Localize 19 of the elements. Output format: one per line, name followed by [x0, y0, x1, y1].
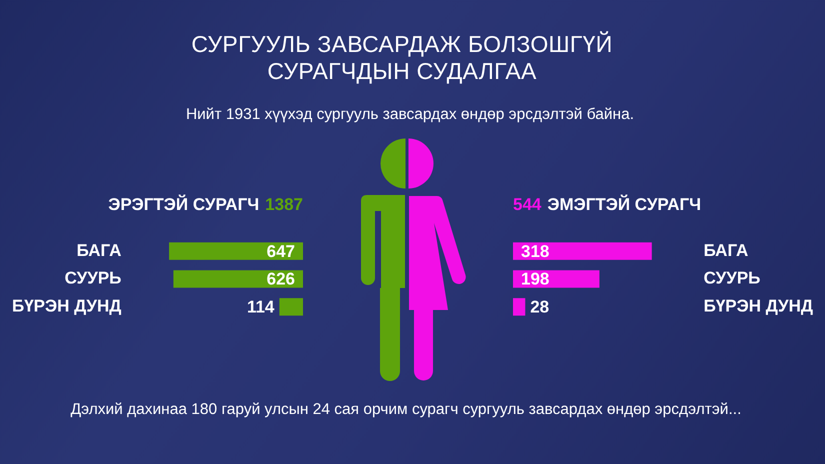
y-tick-label: БАГА: [76, 240, 122, 260]
data-label: 626: [266, 270, 295, 289]
data-label: 647: [266, 242, 295, 261]
text: 544: [513, 195, 542, 215]
data-label: 318: [521, 242, 550, 261]
y-tick-label: БҮРЭН ДУНД: [704, 296, 814, 316]
text: Дэлхий дахинаа 180 гаруй улсын 24 сая орчим сурагч сургууль завсардах өндөр эрсдэлтэй...: [70, 400, 742, 420]
data-label: 114: [246, 298, 275, 317]
y-tick-label: СУУРЬ: [64, 268, 122, 288]
text: СУРГУУЛЬ ЗАВСАРДАЖ БОЛЗОШГҮЙ СУРАГЧДЫН СУДАЛГАА: [190, 31, 614, 85]
y-tick-label: БҮРЭН ДУНД: [12, 296, 122, 316]
data-label: 28: [530, 298, 550, 317]
chart-title: ЭМЭГТЭЙ СУРАГЧ: [547, 195, 702, 215]
y-tick-label: БАГА: [704, 240, 748, 260]
y-tick-label: СУУРЬ: [704, 268, 760, 288]
data-label: 198: [521, 270, 550, 289]
text: 1387: [265, 195, 303, 215]
text: Нийт 1931 хүүхэд сургууль завсардах өндөр эрсдэлтэй байна.: [184, 105, 636, 125]
chart-title: ЭРЭГТЭЙ СУРАГЧ: [108, 195, 260, 215]
